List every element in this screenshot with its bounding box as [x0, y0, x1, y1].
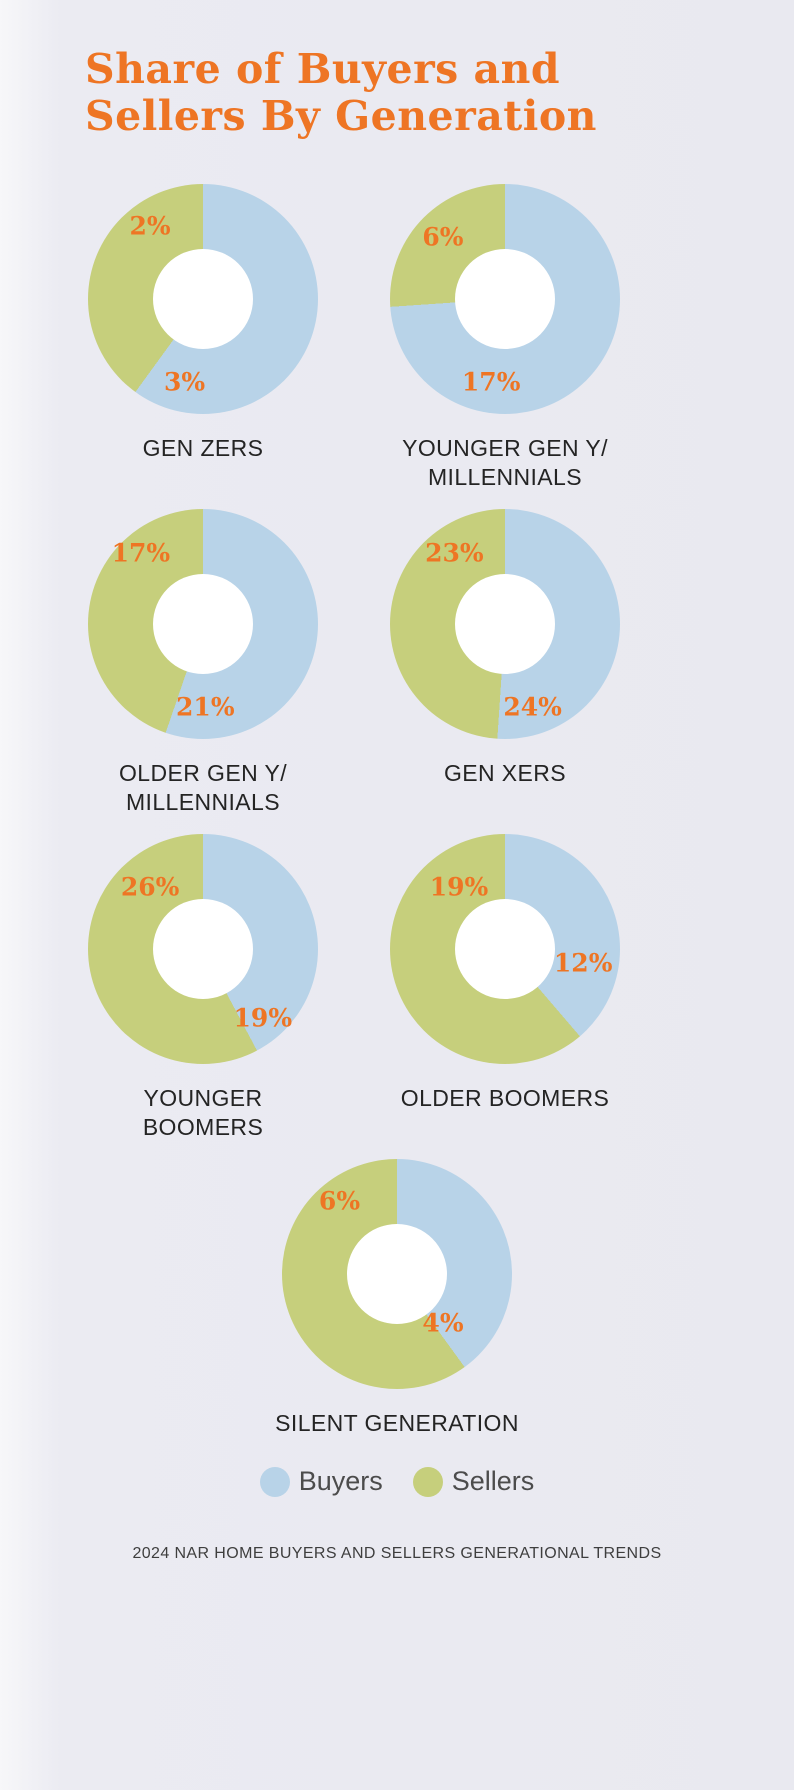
chart-label: YOUNGER GEN Y/ MILLENNIALS: [402, 435, 608, 491]
sellers-percent-label: 23%: [425, 538, 484, 568]
sellers-percent-label: 6%: [422, 222, 464, 252]
chart-label: GEN ZERS: [142, 435, 264, 462]
buyers-percent-label: 19%: [233, 1003, 293, 1033]
donut-ring: 23% 24%: [390, 509, 620, 740]
donut-chart-younger-gen-y: 6% 17% YOUNGER GEN Y/ MILLENNIALS: [390, 184, 620, 509]
chart-label: YOUNGER BOOMERS: [142, 1085, 264, 1141]
buyers-percent-label: 3%: [164, 367, 206, 397]
sellers-percent-label: 26%: [120, 872, 180, 902]
buyers-percent-label: 24%: [503, 692, 562, 722]
donut-hole: [153, 249, 253, 350]
sellers-percent-label: 6%: [318, 1186, 361, 1216]
donut-ring: 6% 17%: [390, 184, 620, 415]
legend-label-buyers: Buyers: [298, 1466, 383, 1497]
donut-hole: [347, 1224, 447, 1325]
legend-item-buyers: Buyers: [259, 1466, 383, 1497]
donut-ring: 26% 19%: [88, 834, 318, 1065]
donut-hole: [455, 574, 555, 675]
page-title-line2: Sellers By Generation: [85, 92, 597, 141]
donut-hole: [455, 899, 555, 1000]
donut-chart-silent-generation: 6% 4% SILENT GENERATION: [275, 1159, 518, 1438]
source-attribution: 2024 NAR HOME BUYERS AND SELLERS GENERAT…: [132, 1545, 662, 1563]
donut-ring: 17% 21%: [88, 509, 318, 740]
sellers-percent-label: 19%: [429, 872, 489, 902]
buyers-percent-label: 12%: [553, 948, 613, 978]
buyers-percent-label: 21%: [176, 692, 235, 722]
legend-label-sellers: Sellers: [451, 1466, 535, 1497]
donut-ring: 2% 3%: [88, 184, 318, 415]
page-title: Share of Buyers and Sellers By Generatio…: [0, 0, 794, 140]
chart-label: GEN XERS: [443, 760, 567, 787]
donut-ring: 19% 12%: [390, 834, 620, 1065]
donut-chart-gen-xers: 23% 24% GEN XERS: [390, 509, 620, 834]
sellers-swatch-icon: [412, 1466, 443, 1497]
donut-hole: [153, 899, 253, 1000]
donut-chart-older-gen-y: 17% 21% OLDER GEN Y/ MILLENNIALS: [88, 509, 318, 834]
donut-chart-younger-boomers: 26% 19% YOUNGER BOOMERS: [88, 834, 318, 1159]
chart-label: SILENT GENERATION: [275, 1410, 519, 1437]
charts-grid: 2% 3% GEN ZERS 6% 17% YOUNGER GEN Y/ MIL…: [0, 184, 794, 1438]
chart-row-4: 6% 4% SILENT GENERATION: [0, 1159, 794, 1438]
chart-row-1: 2% 3% GEN ZERS 6% 17% YOUNGER GEN Y/ MIL…: [88, 184, 794, 509]
page-title-line1: Share of Buyers and: [85, 45, 561, 93]
legend-item-sellers: Sellers: [412, 1466, 535, 1497]
donut-ring: 6% 4%: [282, 1159, 512, 1390]
legend: Buyers Sellers: [0, 1466, 794, 1497]
chart-label: OLDER GEN Y/ MILLENNIALS: [119, 760, 287, 816]
donut-chart-gen-zers: 2% 3% GEN ZERS: [88, 184, 318, 509]
sellers-percent-label: 2%: [129, 211, 171, 241]
buyers-percent-label: 4%: [422, 1308, 464, 1338]
chart-label: OLDER BOOMERS: [400, 1085, 610, 1112]
buyers-swatch-icon: [259, 1466, 290, 1497]
donut-hole: [153, 574, 253, 675]
chart-row-3: 26% 19% YOUNGER BOOMERS 19% 12% OLDER BO…: [88, 834, 794, 1159]
donut-hole: [455, 249, 555, 350]
buyers-percent-label: 17%: [461, 367, 521, 397]
donut-chart-older-boomers: 19% 12% OLDER BOOMERS: [390, 834, 620, 1159]
sellers-percent-label: 17%: [111, 538, 171, 568]
chart-row-2: 17% 21% OLDER GEN Y/ MILLENNIALS 23% 24%…: [88, 509, 794, 834]
